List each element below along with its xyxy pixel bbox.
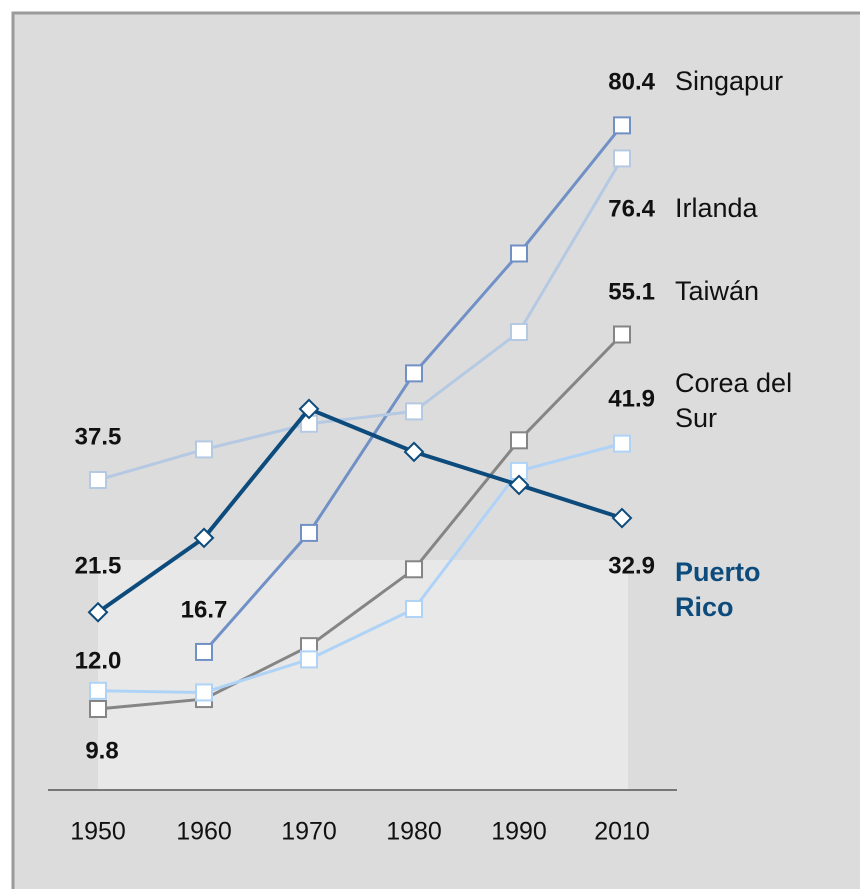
- value-label: 76.4: [608, 195, 655, 222]
- legend-label: Taiwán: [675, 276, 759, 306]
- value-label: 80.4: [608, 68, 655, 95]
- marker: [403, 441, 425, 463]
- marker: [89, 471, 107, 489]
- marker: [195, 642, 213, 661]
- plot-shade: [98, 560, 628, 790]
- x-tick-label: 1970: [281, 818, 337, 846]
- marker: [89, 681, 107, 700]
- value-label: 37.5: [75, 423, 122, 450]
- marker: [405, 402, 423, 421]
- series-line: [96, 406, 623, 614]
- legend-line: Sur: [675, 403, 717, 433]
- value-label: 32.9: [608, 552, 655, 579]
- value-label: 55.1: [608, 278, 655, 305]
- legend-line: Corea del: [675, 368, 800, 398]
- legend-label: Puerto Rico: [675, 557, 768, 622]
- series-line: [97, 333, 624, 711]
- marker: [89, 699, 107, 718]
- marker: [195, 440, 213, 459]
- x-tick-label: 1990: [491, 818, 547, 846]
- marker: [193, 527, 215, 549]
- marker: [405, 599, 423, 618]
- marker: [405, 560, 423, 579]
- legend-line: Rico: [675, 592, 734, 622]
- legend-label: Irlanda: [675, 193, 759, 223]
- marker: [300, 523, 318, 542]
- legend-line: Puerto: [675, 557, 768, 587]
- x-tick-label: 2010: [594, 818, 650, 846]
- value-label: 16.7: [181, 596, 228, 623]
- marker: [195, 683, 213, 702]
- marker: [613, 325, 631, 344]
- x-tick-label: 1980: [386, 818, 442, 846]
- marker: [510, 323, 528, 342]
- marker: [613, 149, 631, 168]
- x-tick-label: 1960: [176, 818, 232, 846]
- series-line: [97, 157, 624, 482]
- marker: [510, 431, 528, 450]
- marker: [298, 398, 320, 420]
- marker: [611, 507, 633, 529]
- marker: [87, 601, 109, 623]
- x-tick-label: 1950: [70, 818, 126, 846]
- marker: [510, 244, 528, 263]
- marker: [613, 116, 631, 135]
- value-label: 41.9: [608, 385, 655, 412]
- value-label: 12.0: [75, 647, 122, 674]
- series-line: [97, 442, 623, 694]
- legend-label: Singapur: [675, 66, 783, 96]
- value-label: 9.8: [85, 737, 118, 764]
- legend-label: Corea del Sur: [675, 368, 800, 433]
- marker: [613, 434, 631, 453]
- marker: [300, 650, 318, 669]
- marker: [508, 474, 530, 496]
- marker: [405, 364, 423, 383]
- value-label: 21.5: [75, 552, 122, 579]
